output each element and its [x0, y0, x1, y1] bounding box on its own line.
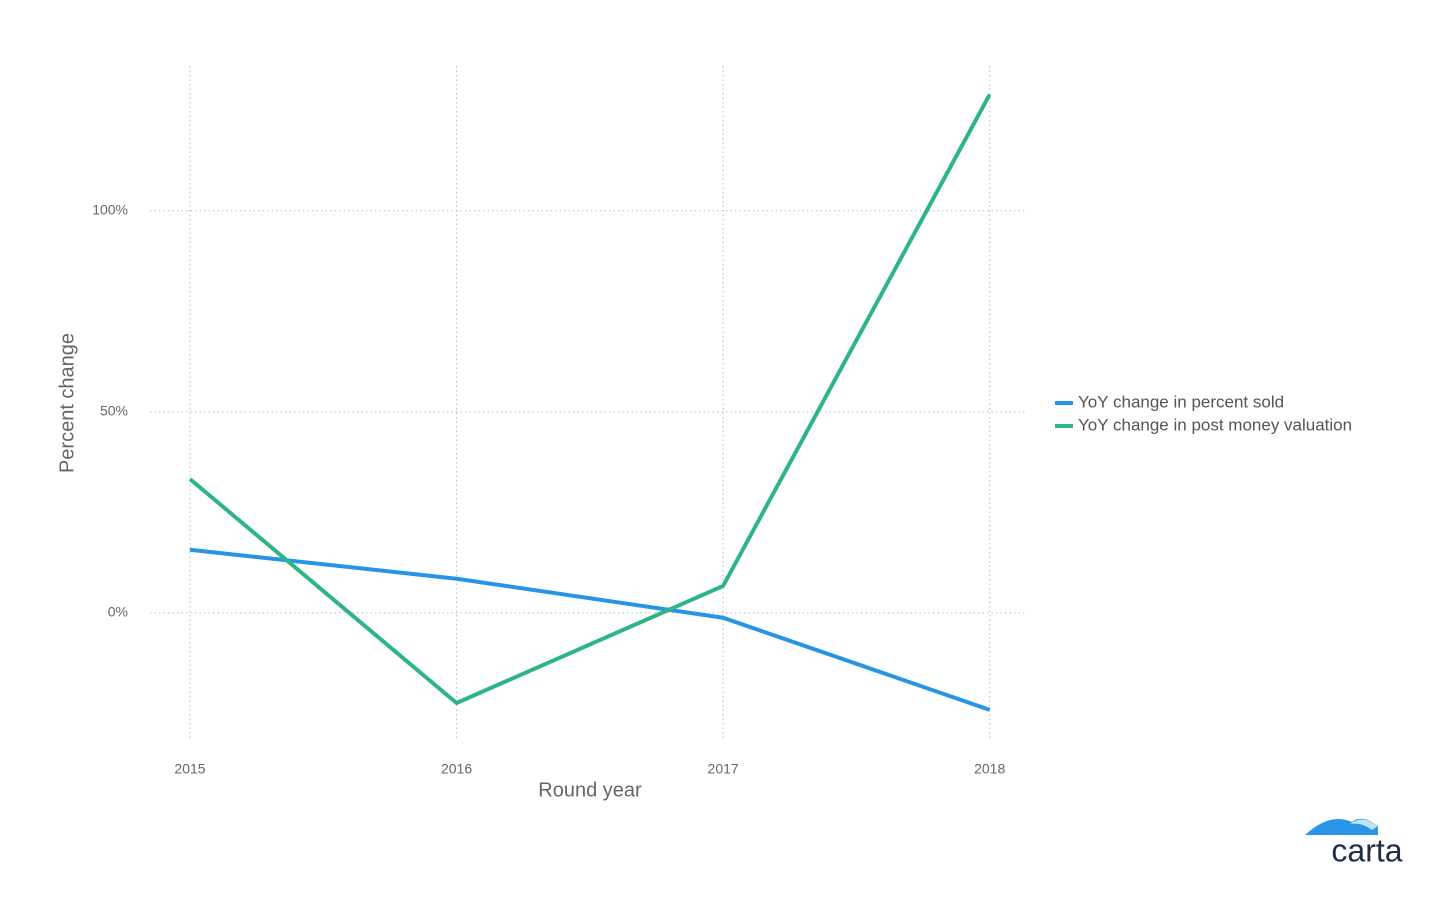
x-tick-label: 2015: [174, 761, 205, 777]
series-line: [189, 547, 991, 712]
y-tick-label: 100%: [92, 201, 128, 217]
brand-name: carta: [1331, 832, 1402, 868]
x-tick-label: 2018: [974, 761, 1005, 777]
legend-label: YoY change in percent sold: [1078, 392, 1284, 411]
x-tick-label: 2017: [708, 761, 739, 777]
y-tick-label: 0%: [108, 604, 128, 620]
y-axis-label: Percent change: [56, 333, 78, 473]
legend-label: YoY change in post money valuation: [1078, 415, 1352, 434]
series-line: [188, 93, 992, 706]
x-tick-label: 2016: [441, 761, 472, 777]
x-axis-label: Round year: [538, 779, 642, 801]
brand-logo: carta: [1305, 818, 1403, 868]
y-tick-label: 50%: [100, 403, 128, 419]
logo-wave-light: [1350, 819, 1378, 830]
